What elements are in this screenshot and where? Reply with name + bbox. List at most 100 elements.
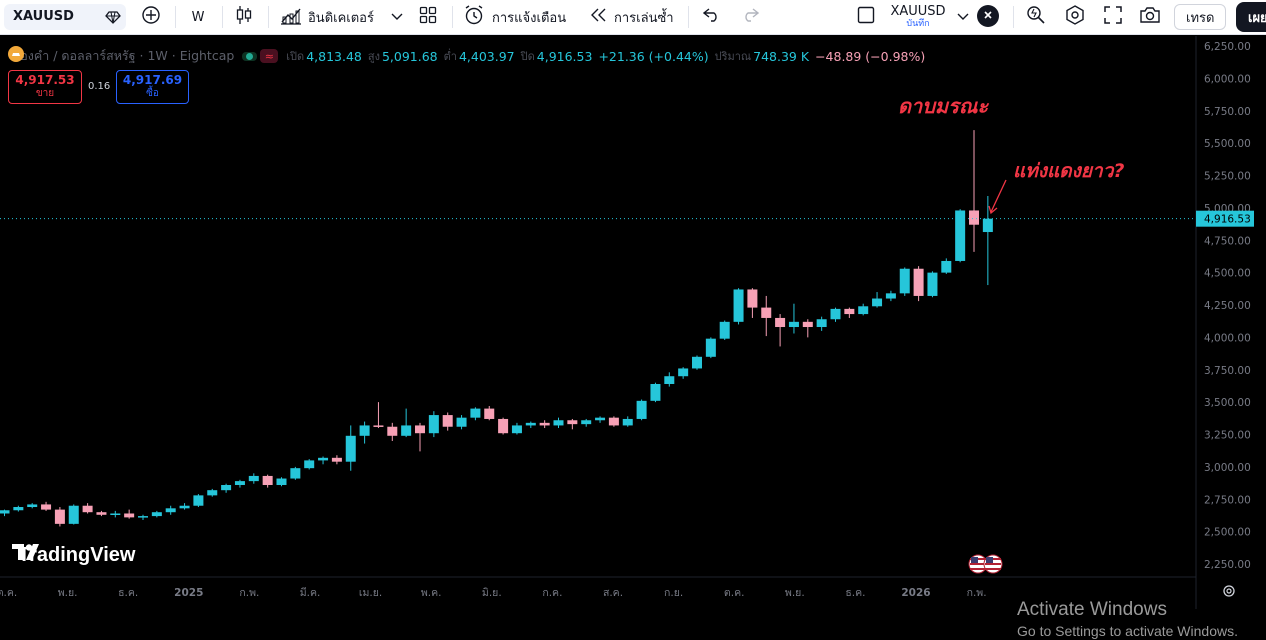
drawing-mode-button[interactable] [854, 0, 878, 34]
chart-area[interactable]: 6,250.00 6,000.00 5,750.00 5,500.00 5,250.00… [0, 36, 1266, 639]
publish-button[interactable]: เผย [1236, 2, 1266, 32]
volume-value: 748.39 K [753, 48, 810, 64]
indicators-button[interactable]: อินดิเคเตอร์ [280, 0, 374, 34]
price-tick-label: 4,250.00 [1204, 300, 1251, 312]
undo-icon [702, 8, 721, 26]
separator [1013, 6, 1014, 28]
trade-button[interactable]: เทรด [1174, 4, 1227, 30]
open-label: เปิด [286, 50, 305, 63]
candle-body [525, 422, 536, 426]
trade-label: เทรด [1186, 10, 1215, 26]
layout-name-button[interactable]: XAUUSD บันทึก [890, 0, 946, 34]
redo-icon [741, 8, 760, 26]
candle-body [345, 435, 356, 462]
candle-body [982, 218, 993, 233]
redo-button[interactable] [738, 0, 762, 34]
indicators-label: อินดิเคเตอร์ [308, 10, 374, 26]
market-state-icon: ≈ [260, 49, 279, 63]
candle-body [428, 415, 439, 434]
indicators-dropdown[interactable] [389, 0, 405, 34]
fullscreen-button[interactable] [1101, 0, 1125, 34]
candle-body [138, 516, 148, 518]
sell-label: ขาย [35, 88, 55, 99]
sell-button[interactable]: 4,917.53 ขาย [8, 70, 82, 104]
chart-type-button[interactable] [232, 0, 256, 34]
low-value: 4,403.97 [458, 48, 515, 64]
buy-price: 4,917.69 [122, 73, 183, 87]
candle-body [733, 289, 744, 322]
volume-label: ปริมาณ [714, 50, 752, 63]
candle-body [373, 425, 384, 427]
annotation-arrow-head [988, 205, 998, 215]
annotation-arrow [990, 179, 1007, 213]
plus-circle-icon [141, 5, 161, 29]
legend-title[interactable]: ทองคำ / ดอลลาร์สหรัฐ · 1W · Eightcap [12, 48, 235, 63]
candle-body [927, 272, 938, 296]
candle-body [248, 475, 259, 482]
buy-label: ซื้อ [146, 88, 159, 99]
separator [175, 6, 176, 28]
candle-body [788, 321, 799, 328]
chart-legend: ทองคำ / ดอลลาร์สหรัฐ · 1W · Eightcap ≈ เ… [8, 46, 925, 66]
square-icon [857, 6, 875, 28]
candle-body [13, 507, 24, 511]
annotation-death-sword[interactable]: ดาบมรณะ [898, 94, 989, 118]
price-tick-label: 4,750.00 [1204, 235, 1251, 247]
candle-body [885, 293, 896, 299]
separator [222, 6, 223, 28]
change-value: +21.36 (+0.44%) [598, 48, 709, 64]
quick-search-button[interactable] [1024, 0, 1048, 34]
symbol-label: XAUUSD [13, 9, 74, 24]
symbol-search[interactable]: XAUUSD [4, 4, 126, 30]
add-symbol-button[interactable] [138, 0, 164, 34]
layout-dropdown[interactable] [955, 0, 971, 34]
time-tick-label: ธ.ค. [118, 587, 138, 599]
price-tick-label: 2,500.00 [1204, 527, 1251, 539]
high-value: 5,091.68 [381, 48, 438, 64]
spread-value: 0.16 [88, 81, 111, 92]
camera-icon [1139, 6, 1161, 28]
alerts-button[interactable]: การแจ้งเตือน [463, 0, 566, 34]
top-toolbar: XAUUSD W อินดิเคเตอร์ [0, 0, 1266, 35]
candle-body [553, 420, 564, 426]
time-tick-label: 2026 [901, 587, 930, 599]
candle-body [858, 306, 869, 315]
replay-button[interactable]: การเล่นซ้ำ [590, 0, 674, 34]
close-layout-button[interactable] [977, 5, 999, 27]
price-tick-label: 6,250.00 [1204, 41, 1251, 53]
time-tick-label: ก.พ. [239, 587, 259, 599]
windows-activation-notice: Activate Windows Go to Settings to activ… [1017, 598, 1238, 640]
settings-button[interactable] [1063, 0, 1087, 34]
candle-body [318, 457, 329, 461]
candle-body [110, 513, 121, 515]
candle-body [498, 418, 509, 434]
candle-body [276, 478, 287, 486]
time-tick-label: ธ.ค. [845, 587, 865, 599]
separator [268, 6, 269, 28]
undo-button[interactable] [700, 0, 724, 34]
candle-body [816, 319, 827, 328]
buy-button[interactable]: 4,917.69 ซื้อ [116, 70, 189, 104]
candle-body [179, 505, 190, 509]
time-tick-label: พ.ย. [785, 587, 805, 599]
time-tick-label: พ.ย. [58, 587, 78, 599]
alerts-label: การแจ้งเตือน [492, 10, 567, 26]
candle-body [899, 268, 910, 294]
current-price-label: 4,916.53 [1204, 214, 1251, 226]
price-tick-label: 3,000.00 [1204, 462, 1251, 474]
candle-body [664, 376, 675, 384]
time-tick-label: ต.ค. [0, 587, 17, 599]
snapshot-button[interactable] [1137, 0, 1163, 34]
price-chart[interactable]: 6,250.00 6,000.00 5,750.00 5,500.00 5,250.00… [0, 36, 1266, 609]
time-tick-label: เม.ย. [359, 587, 382, 599]
tradingview-logo[interactable]: TradingView [12, 544, 135, 567]
candle-body [595, 417, 606, 421]
price-tick-label: 5,500.00 [1204, 138, 1251, 150]
annotation-long-red-bar[interactable]: แท่งแดงยาว? [1013, 160, 1125, 182]
interval-button[interactable]: W [185, 0, 211, 34]
diamond-icon[interactable] [105, 9, 121, 29]
candle-body [456, 417, 467, 427]
layouts-button[interactable] [416, 0, 440, 34]
candle-body [581, 420, 592, 425]
candle-body [913, 268, 924, 296]
